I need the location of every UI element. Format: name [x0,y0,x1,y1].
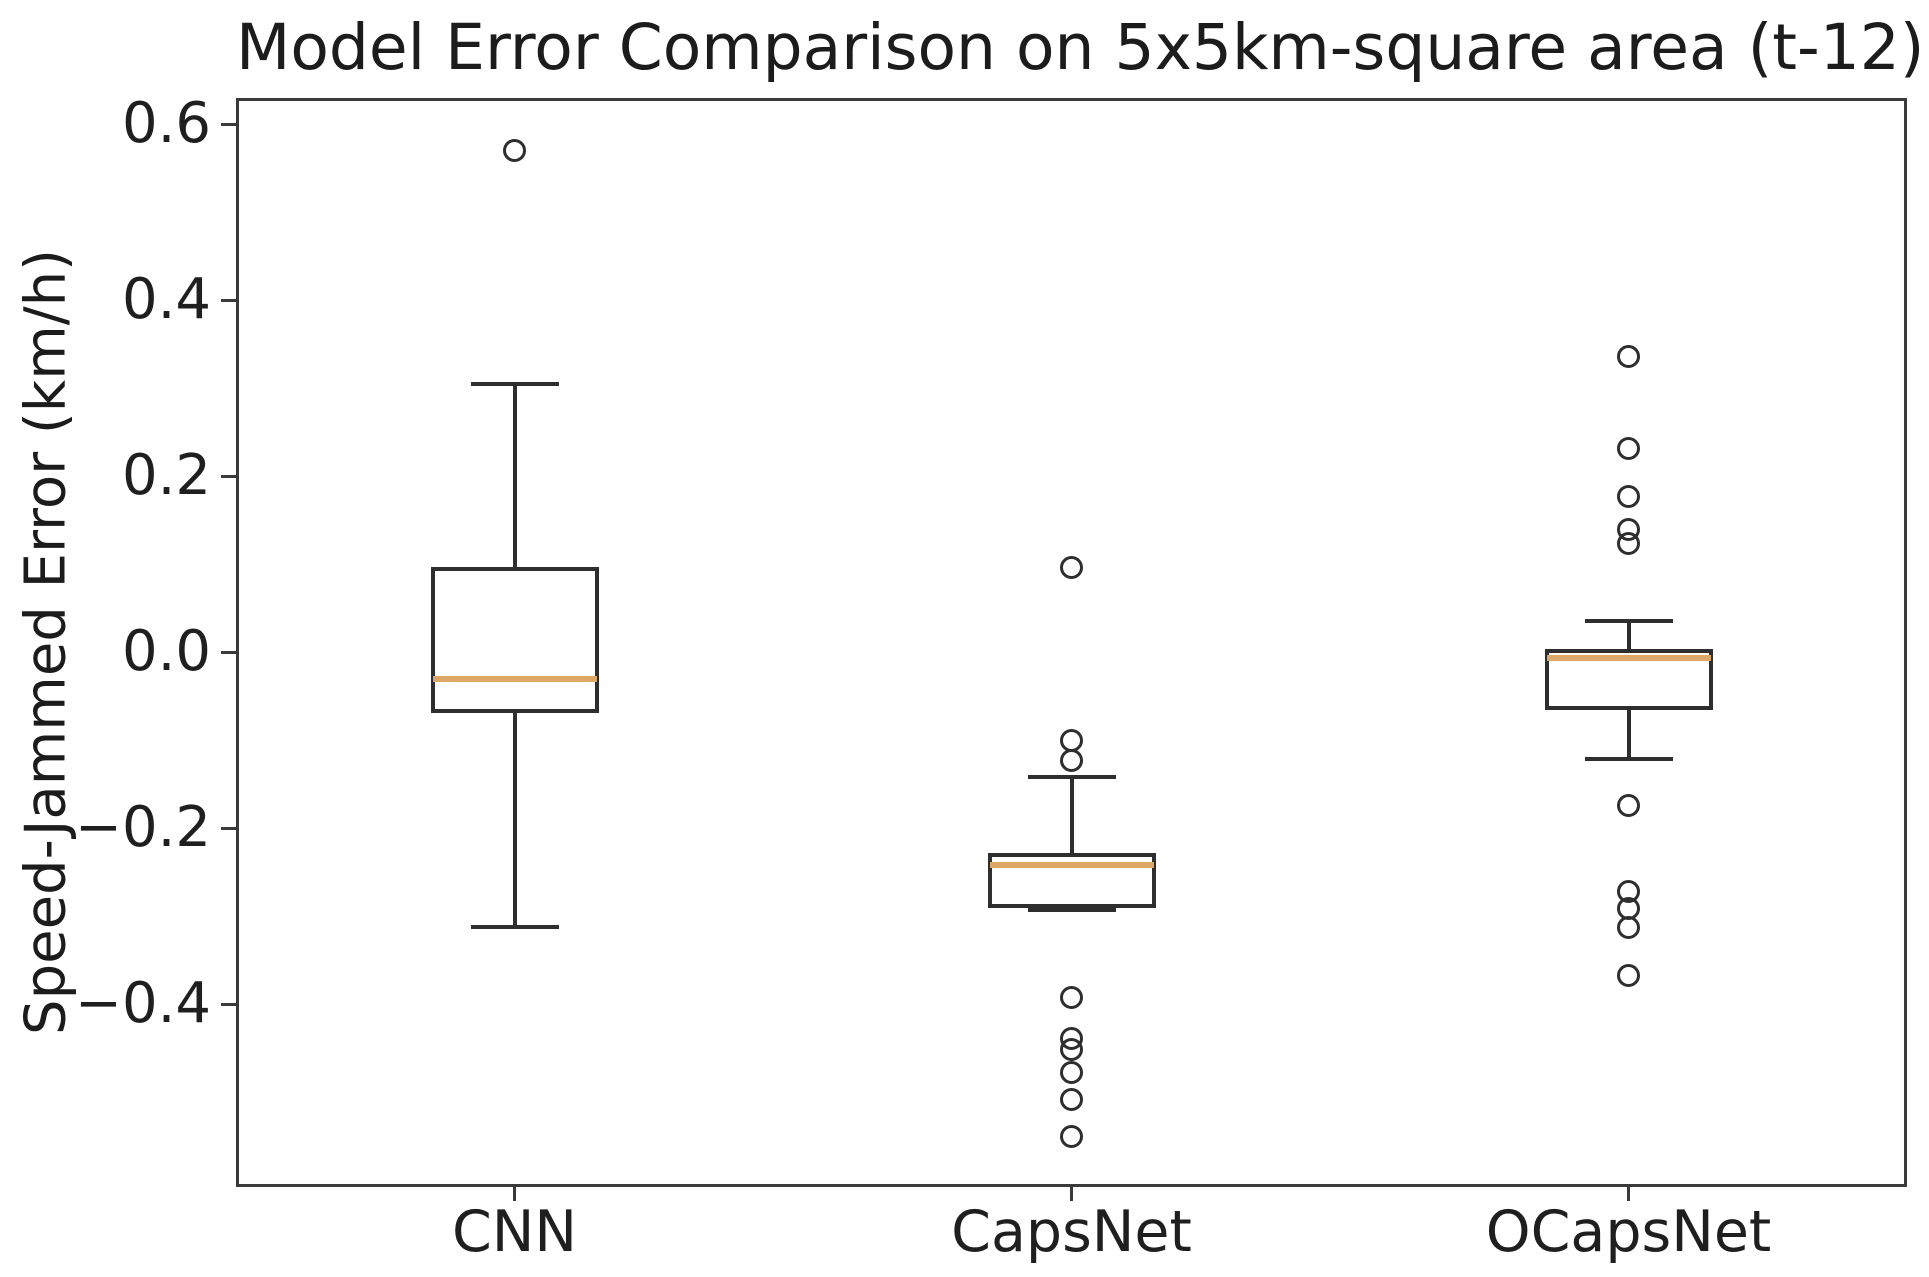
y-tick-label: 0.6 [121,91,211,157]
median-line [989,862,1154,869]
outlier-point [1617,437,1640,461]
median-line [1546,655,1711,662]
y-tick-label: −0.2 [75,795,211,861]
chart-title: Model Error Comparison on 5x5km-square a… [236,11,1925,84]
median-line [432,675,597,682]
y-tick-label: 0.0 [121,619,211,685]
whisker-cap-lower [1027,907,1116,912]
box-iqr [1544,649,1713,711]
outlier-point [1060,556,1083,580]
y-tick-mark [221,298,236,302]
outlier-point [503,139,526,163]
outlier-point [1060,748,1083,772]
outlier-point [1060,1038,1083,1062]
whisker-cap-upper [1027,775,1116,780]
box-iqr [430,566,599,714]
outlier-point [1060,986,1083,1010]
y-tick-label: −0.4 [75,971,211,1037]
y-tick-mark [221,1002,236,1006]
whisker-cap-lower [470,924,559,929]
whisker-cap-upper [470,381,559,386]
outlier-point [1617,484,1640,508]
x-tick-label: OCapsNet [1485,1199,1772,1265]
y-tick-mark [221,826,236,830]
outlier-point [1060,1088,1083,1112]
x-tick-label: CapsNet [951,1199,1192,1265]
y-tick-label: 0.2 [121,443,211,509]
whisker-cap-lower [1584,757,1673,762]
whisker-upper [512,383,517,569]
box-iqr [987,853,1156,909]
y-tick-label: 0.4 [121,267,211,333]
y-tick-mark [221,122,236,126]
outlier-point [1617,345,1640,369]
x-tick-label: CNN [451,1199,578,1265]
whisker-upper [1069,777,1074,856]
x-tick-mark [1070,1187,1073,1201]
outlier-point [1617,916,1640,939]
whisker-lower [1626,708,1631,760]
y-tick-mark [221,474,236,478]
outlier-point [1060,1061,1083,1085]
outlier-point [1617,532,1640,556]
outlier-point [1060,1125,1083,1149]
outlier-point [1617,793,1640,817]
whisker-cap-upper [1584,618,1673,623]
y-tick-mark [221,650,236,654]
x-tick-mark [513,1187,516,1201]
outlier-point [1617,963,1640,987]
whisker-lower [512,711,517,927]
x-tick-mark [1627,1187,1630,1201]
whisker-upper [1626,620,1631,652]
